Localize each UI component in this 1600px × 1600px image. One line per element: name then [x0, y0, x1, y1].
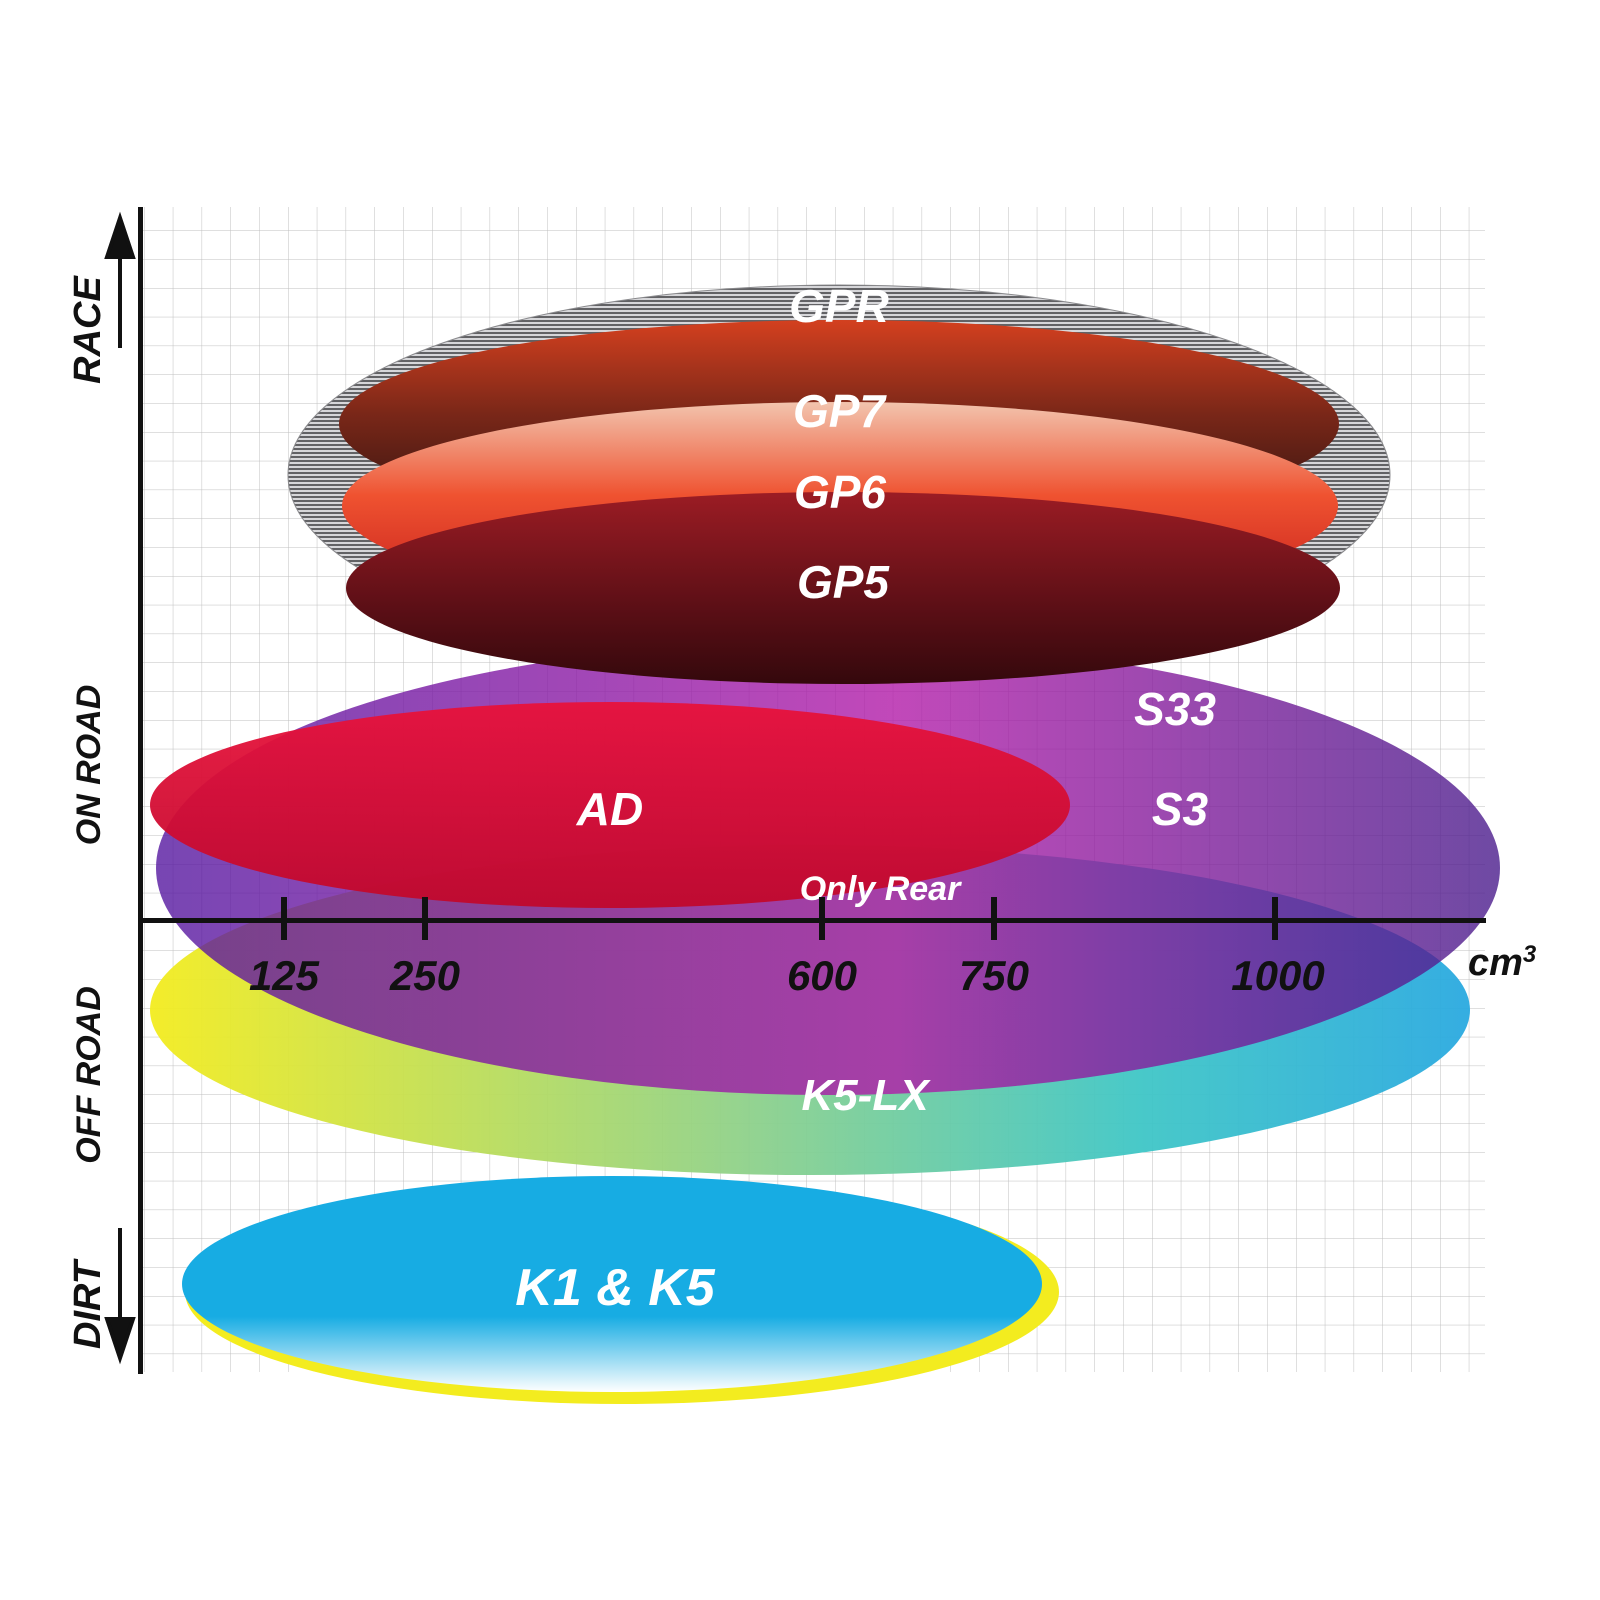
svg-text:DIRT: DIRT: [67, 1258, 109, 1349]
svg-text:250: 250: [389, 952, 460, 999]
svg-text:cm3: cm3: [1468, 941, 1537, 985]
svg-text:OFF ROAD: OFF ROAD: [70, 986, 108, 1164]
svg-text:RACE: RACE: [67, 275, 109, 384]
svg-text:ON ROAD: ON ROAD: [70, 685, 108, 846]
svg-text:600: 600: [787, 952, 857, 999]
svg-text:1000: 1000: [1231, 952, 1324, 999]
svg-text:125: 125: [249, 952, 320, 999]
svg-text:750: 750: [959, 952, 1029, 999]
